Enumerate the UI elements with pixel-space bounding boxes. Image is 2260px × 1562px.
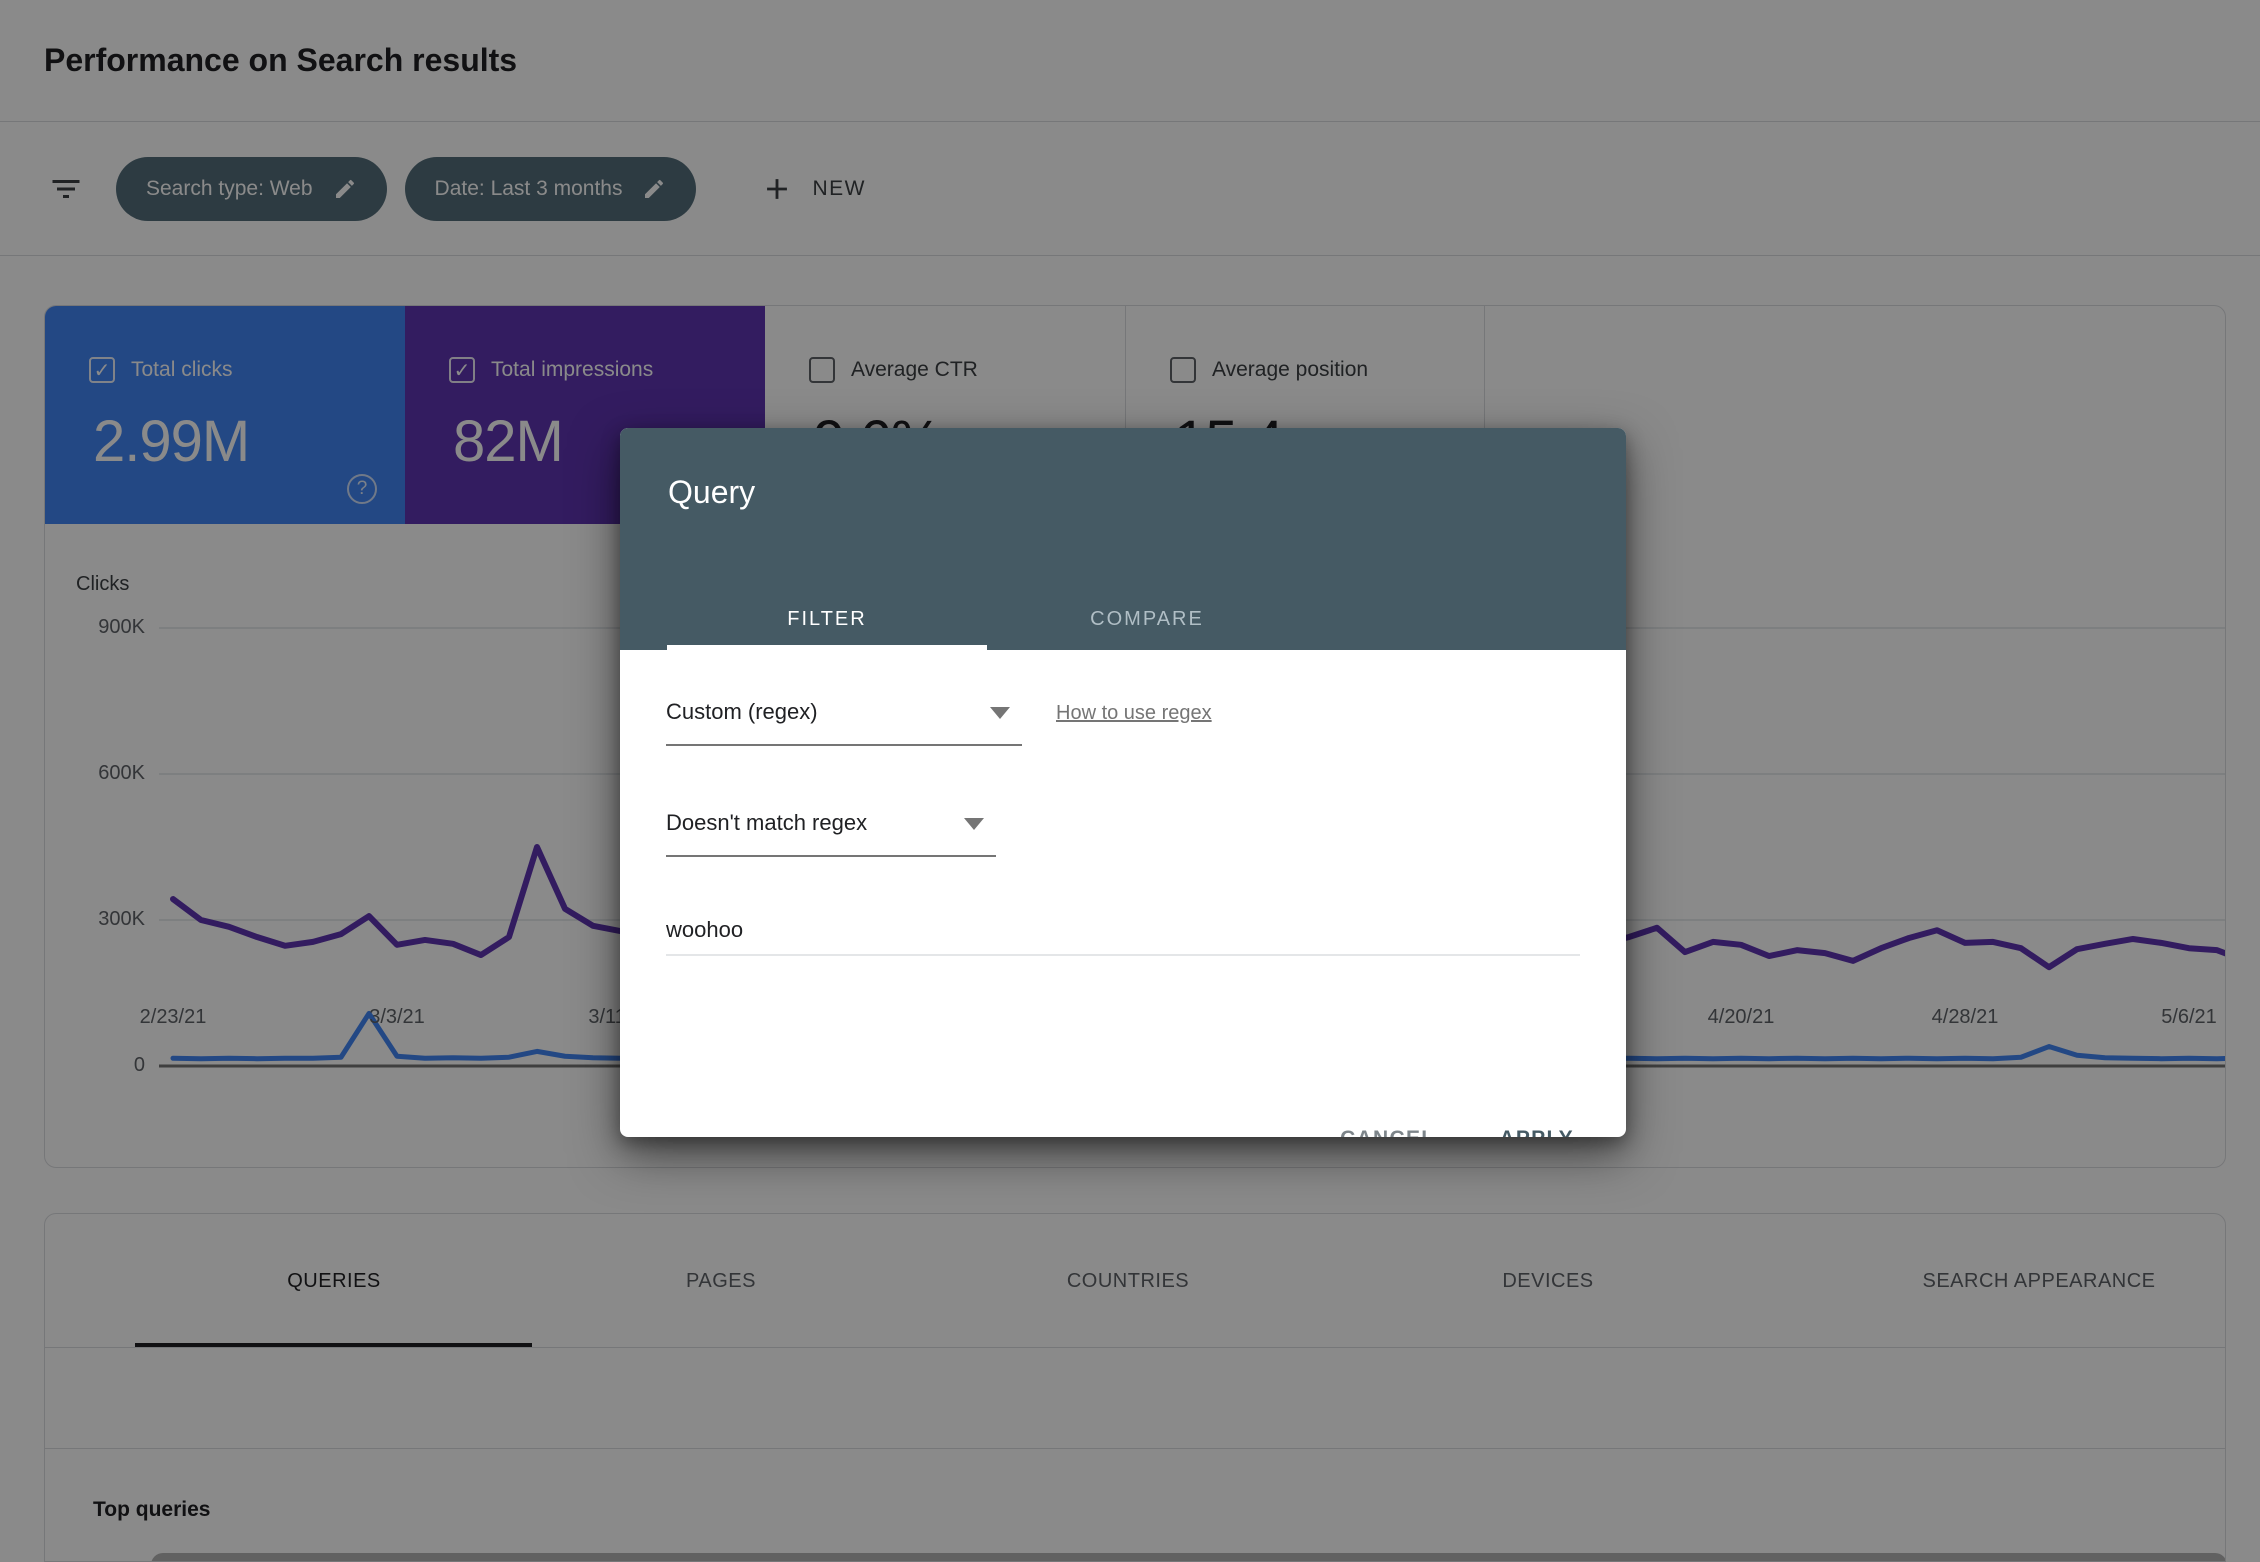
y-tick-label: 0 [133, 1054, 145, 1076]
tile-label: Total impressions [491, 358, 654, 381]
cancel-button[interactable]: CANCEL [1316, 1115, 1459, 1137]
help-circle-icon[interactable]: ? [347, 474, 377, 504]
active-tab-underline [135, 1343, 532, 1347]
dialog-title: Query [668, 474, 756, 510]
dimensions-table-card: QUERIES PAGES COUNTRIES DEVICES SEARCH APPEA… [44, 1213, 2226, 1562]
tile-label: Average CTR [851, 358, 978, 381]
tab-compare-label: COMPARE [1090, 607, 1204, 630]
filter-list-icon[interactable] [48, 171, 84, 207]
tile-label: Average position [1212, 358, 1369, 381]
page-title: Performance on Search results [44, 42, 518, 78]
filter-bar: Search type: Web Date: Last 3 months NEW [0, 122, 2260, 256]
y-tick-label: 300K [98, 907, 145, 930]
dialog-body: Custom (regex) How to use regex Doesn't … [620, 698, 1626, 1137]
dimension-tab-queries[interactable]: QUERIES [287, 1269, 381, 1292]
pencil-icon [645, 179, 664, 198]
tab-filter[interactable]: FILTER [667, 588, 987, 650]
query-filter-dialog: Query FILTER COMPARE Custom (regex) How … [620, 428, 1626, 1137]
plus-icon [767, 178, 788, 199]
tile-total-clicks[interactable]: ✓ Total clicks 2.99M ? [45, 306, 405, 524]
x-tick-label: 4/20/21 [1707, 1006, 1775, 1028]
new-filter-button[interactable]: NEW [760, 172, 866, 206]
filter-type-select[interactable]: Custom (regex) [666, 698, 1022, 746]
tile-value: 82M [453, 409, 564, 474]
search-type-chip[interactable]: Search type: Web [116, 156, 387, 221]
x-tick-label: 2/23/21 [139, 1006, 207, 1028]
dimension-tab-devices[interactable]: DEVICES [1502, 1269, 1594, 1292]
dropdown-arrow-icon [990, 707, 1010, 719]
match-type-value: Doesn't match regex [666, 810, 868, 835]
checkbox-unchecked-icon[interactable]: ✓ [809, 357, 835, 383]
table-title: Top queries [93, 1498, 211, 1521]
tab-compare[interactable]: COMPARE [987, 588, 1307, 650]
dimension-tab-pages[interactable]: PAGES [686, 1269, 756, 1292]
apply-button[interactable]: APPLY [1475, 1115, 1598, 1137]
x-tick-label: 3/3/21 [369, 1006, 425, 1028]
date-range-chip-label: Date: Last 3 months [434, 176, 623, 200]
app-header: Performance on Search results [0, 0, 2260, 122]
dimension-tabs: QUERIES PAGES COUNTRIES DEVICES SEARCH APPEA… [45, 1214, 2225, 1348]
dimension-tab-countries[interactable]: COUNTRIES [1066, 1269, 1190, 1292]
search-type-chip-label: Search type: Web [146, 176, 313, 200]
regex-value-text: woohoo [666, 917, 744, 942]
regex-help-link[interactable]: How to use regex [1056, 702, 1212, 724]
y-tick-label: 900K [98, 615, 145, 638]
pencil-icon [335, 179, 354, 198]
tile-label: Total clicks [131, 358, 233, 381]
new-filter-label: NEW [812, 176, 866, 200]
dialog-tabs: FILTER COMPARE [667, 588, 1307, 650]
checkbox-unchecked-icon[interactable]: ✓ [1170, 357, 1196, 383]
y-tick-label: 600K [98, 761, 145, 784]
filter-type-value: Custom (regex) [666, 699, 818, 724]
dropdown-arrow-icon [964, 818, 984, 830]
checkbox-checked-icon[interactable]: ✓ [89, 357, 115, 383]
checkbox-checked-icon[interactable]: ✓ [449, 357, 475, 383]
table-header-strip [151, 1553, 2225, 1561]
dialog-header: Query FILTER COMPARE [620, 428, 1626, 650]
date-range-chip[interactable]: Date: Last 3 months [404, 156, 697, 221]
x-tick-label: 5/6/21 [2161, 1006, 2217, 1028]
table-toolbar-row [45, 1348, 2225, 1449]
regex-value-input[interactable]: woohoo [666, 916, 1580, 956]
x-tick-label: 4/28/21 [1931, 1006, 1999, 1028]
y-axis-title: Clicks [76, 573, 130, 595]
tab-filter-label: FILTER [787, 607, 867, 630]
match-type-select[interactable]: Doesn't match regex [666, 809, 996, 857]
dialog-actions: CANCEL APPLY [1316, 1115, 1598, 1137]
tile-value: 2.99M [93, 409, 250, 474]
dimension-tab-search-appearance[interactable]: SEARCH APPEARANCE [1922, 1269, 2156, 1292]
